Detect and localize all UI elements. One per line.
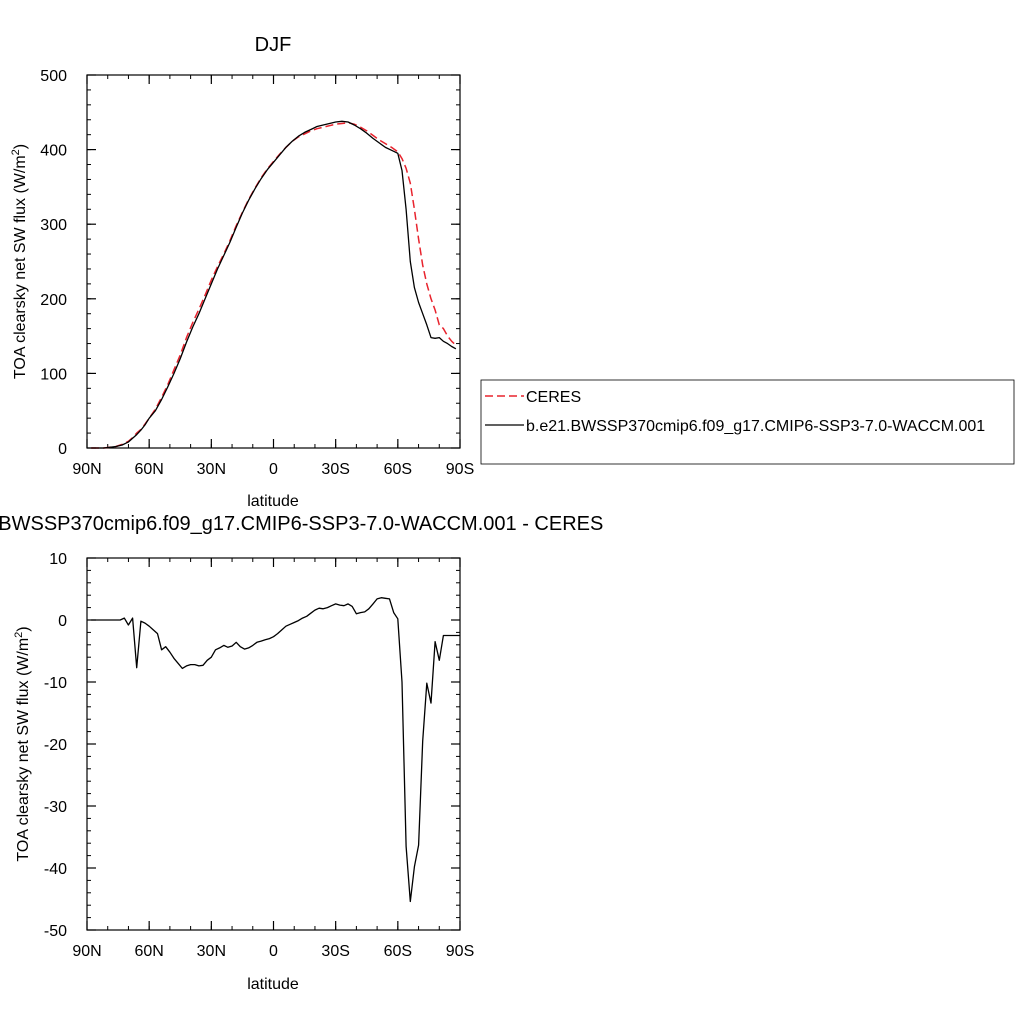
bottom-x-tick-label: 60N [134, 943, 163, 960]
bottom-chart-panel: b.e21.BWSSP370cmip6.f09_g17.CMIP6-SSP3-7… [0, 513, 603, 993]
top-y-axis-label-tail: ) [12, 144, 29, 149]
top-axis-tick-labels: 90N 60N 30N 0 30S 60S 90S 0 100 200 300 400 500 [40, 68, 474, 478]
bottom-y-tick-label: -40 [44, 861, 67, 878]
bottom-x-tick-label: 30S [321, 943, 349, 960]
top-chart-title: DJF [255, 34, 292, 56]
bottom-y-axis-label-main: TOA clearsky net SW flux (W/m [15, 638, 32, 862]
top-series-line-2 [91, 120, 457, 449]
bottom-y-tick-label: -20 [44, 737, 67, 754]
legend-label-model: b.e21.BWSSP370cmip6.f09_g17.CMIP6-SSP3-7… [526, 418, 985, 435]
bottom-y-tick-label: 10 [49, 551, 67, 568]
bottom-axis-tick-labels: 90N 60N 30N 0 30S 60S 90S 10 0 -10 -20 -30 -40 -50 [44, 551, 474, 960]
top-x-tick-label: 60S [384, 461, 412, 478]
top-y-tick-label: 400 [40, 143, 67, 160]
bottom-y-tick-label: -30 [44, 799, 67, 816]
bottom-y-axis-label-tail: ) [15, 626, 32, 631]
top-x-tick-label: 90S [446, 461, 474, 478]
top-x-tick-label: 30S [321, 461, 349, 478]
top-x-axis-label: latitude [247, 493, 299, 510]
top-y-tick-label: 100 [40, 366, 67, 383]
legend-label-ceres: CERES [526, 389, 581, 406]
bottom-x-tick-label: 60S [384, 943, 412, 960]
top-series-line-1 [91, 121, 457, 449]
bottom-x-tick-label: 90S [446, 943, 474, 960]
bottom-y-axis-label-superscript: 2 [13, 632, 25, 638]
top-y-axis-label-superscript: 2 [10, 149, 22, 155]
top-axis-ticks [86, 74, 461, 449]
bottom-y-tick-label: -50 [44, 923, 67, 940]
bottom-chart-title: b.e21.BWSSP370cmip6.f09_g17.CMIP6-SSP3-7… [0, 513, 603, 535]
bottom-x-tick-label: 0 [269, 943, 278, 960]
bottom-x-tick-label: 90N [72, 943, 101, 960]
bottom-x-tick-label: 30N [197, 943, 226, 960]
top-y-tick-label: 0 [58, 441, 67, 458]
top-x-tick-label: 90N [72, 461, 101, 478]
bottom-axis-ticks [86, 557, 461, 931]
top-x-tick-label: 30N [197, 461, 226, 478]
bottom-series-line-1 [91, 597, 460, 903]
top-plot-frame [86, 74, 461, 449]
top-y-tick-label: 200 [40, 292, 67, 309]
bottom-y-tick-label: -10 [44, 675, 67, 692]
top-y-axis-label: TOA clearsky net SW flux (W/m2) [10, 144, 29, 379]
bottom-y-axis-label: TOA clearsky net SW flux (W/m2) [13, 626, 32, 861]
top-chart-panel: DJF 90N 60N 30N 0 30S 60S 90S0100200300400500 … [10, 34, 1015, 510]
top-y-axis-label-main: TOA clearsky net SW flux (W/m [12, 155, 29, 379]
bottom-series-lines [91, 597, 460, 903]
top-x-tick-label: 60N [134, 461, 163, 478]
legend-box [480, 379, 1015, 465]
top-y-tick-label: 500 [40, 68, 67, 85]
legend: CERES b.e21.BWSSP370cmip6.f09_g17.CMIP6-… [480, 379, 1015, 465]
bottom-y-tick-label: 0 [58, 613, 67, 630]
top-series-lines [91, 120, 457, 449]
bottom-x-axis-label: latitude [247, 976, 299, 993]
top-y-tick-label: 300 [40, 217, 67, 234]
top-x-tick-label: 0 [269, 461, 278, 478]
